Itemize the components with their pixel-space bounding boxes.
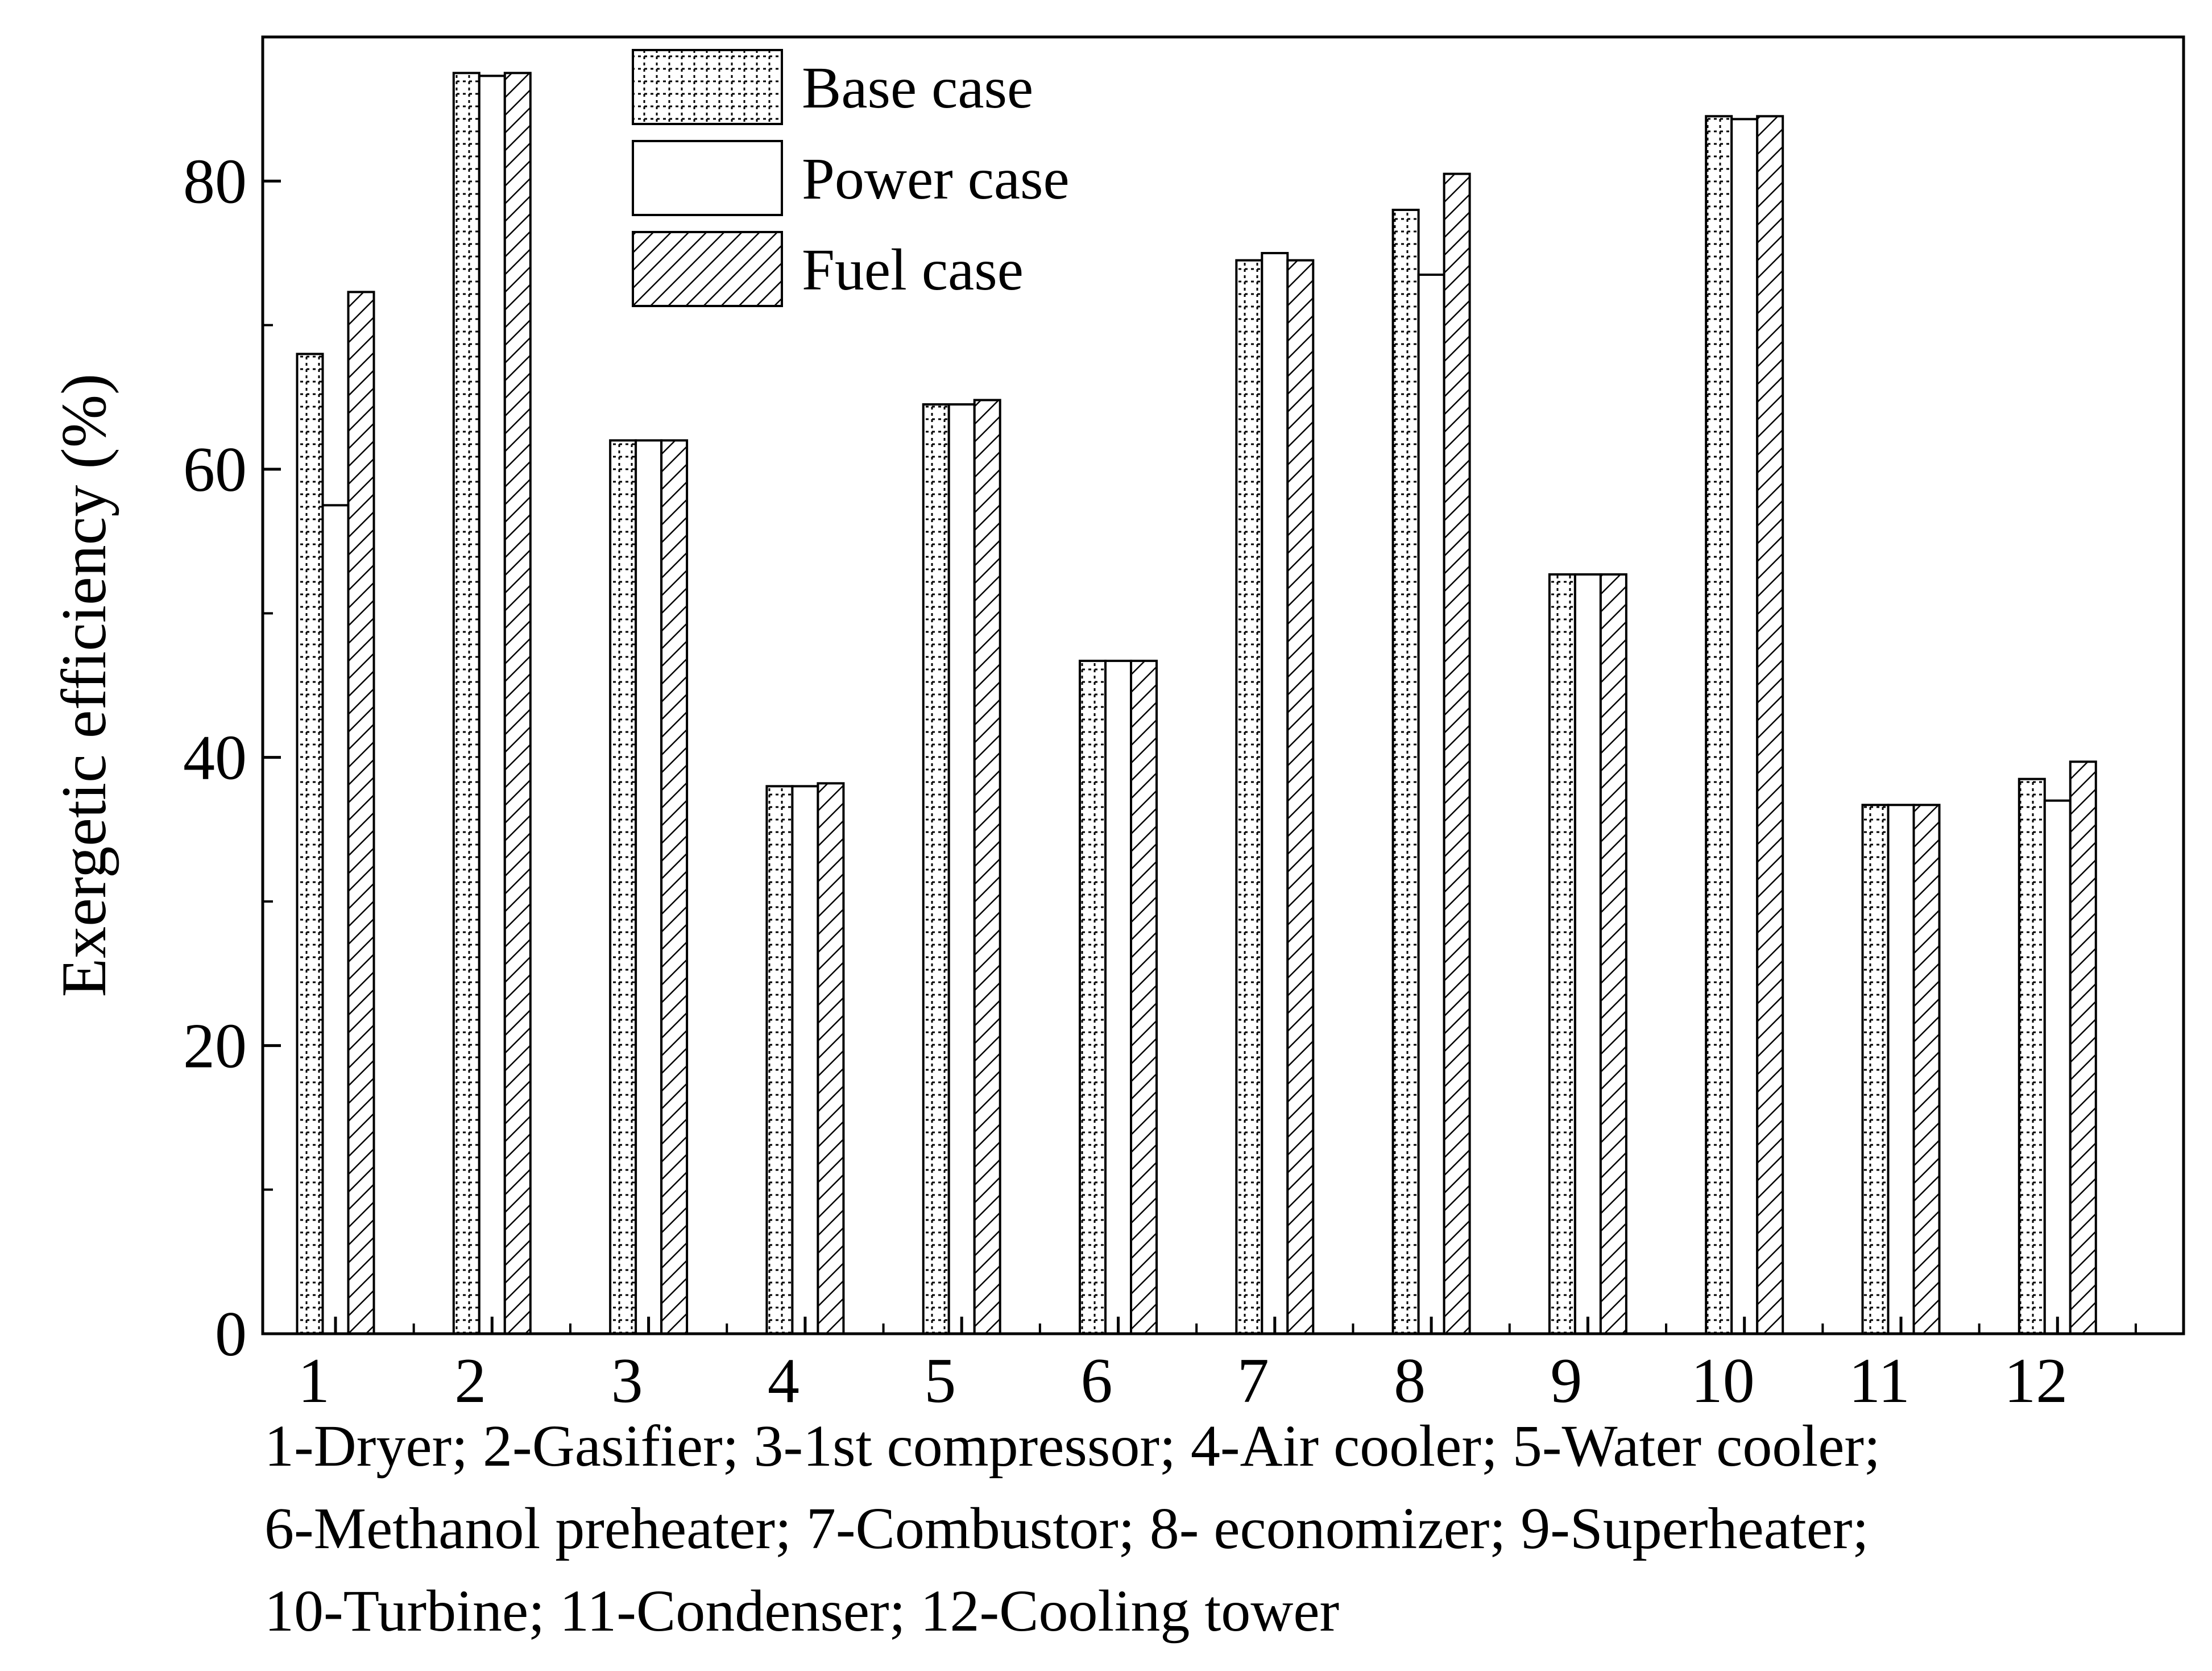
x-tick-label: 5 (924, 1346, 956, 1416)
x-tick-label: 4 (768, 1346, 800, 1416)
bar-fuel-case-7 (1286, 259, 1315, 1335)
bar-fuel-case-10 (1756, 115, 1784, 1335)
caption-line: 10-Turbine; 11-Condenser; 12-Cooling tow… (264, 1578, 1340, 1644)
bar-base-case-2 (452, 72, 480, 1335)
legend-label: Fuel case (802, 237, 1024, 303)
bar-power-case-12 (2043, 799, 2072, 1335)
bar-power-case-2 (478, 75, 506, 1335)
x-tick-label: 10 (1691, 1346, 1755, 1416)
x-tick-label: 6 (1081, 1346, 1113, 1416)
y-axis-label: Exergetic efficiency (%) (49, 374, 119, 998)
bar-power-case-11 (1887, 804, 1915, 1335)
legend-swatch (632, 231, 783, 307)
bar-power-case-5 (947, 403, 976, 1335)
bar-fuel-case-8 (1443, 172, 1471, 1335)
plot-frame (261, 35, 2185, 1335)
bar-base-case-4 (765, 785, 794, 1335)
bar-base-case-9 (1548, 573, 1576, 1335)
x-tick-label: 9 (1550, 1346, 1582, 1416)
bar-power-case-4 (791, 785, 819, 1335)
x-tick-label: 7 (1237, 1346, 1269, 1416)
caption: 1-Dryer; 2-Gasifier; 3-1st compressor; 4… (264, 1405, 1880, 1652)
bar-base-case-12 (2018, 777, 2046, 1335)
legend-label: Power case (802, 146, 1070, 212)
x-tick-label: 2 (454, 1346, 486, 1416)
bar-fuel-case-9 (1599, 573, 1627, 1335)
bar-fuel-case-12 (2069, 760, 2097, 1335)
legend-label: Base case (802, 55, 1033, 121)
bar-base-case-8 (1391, 209, 1420, 1335)
bar-power-case-9 (1573, 573, 1602, 1335)
bar-fuel-case-3 (660, 439, 689, 1335)
bar-base-case-11 (1861, 804, 1890, 1335)
legend-swatch (632, 140, 783, 216)
legend-swatch (632, 49, 783, 125)
caption-line: 6-Methanol preheater; 7-Combustor; 8- ec… (264, 1496, 1869, 1561)
bar-fuel-case-11 (1912, 804, 1941, 1335)
y-tick-label: 0 (215, 1299, 247, 1370)
x-tick-label: 12 (2004, 1346, 2068, 1416)
bar-base-case-5 (922, 403, 950, 1335)
x-tick-label: 3 (611, 1346, 643, 1416)
y-tick-label: 80 (183, 146, 247, 217)
bar-fuel-case-4 (817, 782, 845, 1335)
bar-power-case-3 (635, 439, 663, 1335)
bar-base-case-7 (1235, 259, 1264, 1335)
bar-power-case-8 (1417, 274, 1445, 1335)
bar-power-case-1 (321, 504, 350, 1335)
bar-base-case-1 (296, 353, 324, 1335)
bar-fuel-case-2 (503, 72, 532, 1335)
bar-power-case-6 (1104, 659, 1132, 1335)
bar-base-case-3 (609, 439, 637, 1335)
bar-power-case-7 (1261, 252, 1289, 1335)
bar-fuel-case-5 (973, 399, 1001, 1335)
x-tick-label: 1 (298, 1346, 330, 1416)
bar-base-case-6 (1079, 659, 1107, 1335)
x-tick-label: 11 (1849, 1346, 1910, 1416)
bar-fuel-case-6 (1130, 659, 1158, 1335)
bar-base-case-10 (1705, 115, 1733, 1335)
x-tick-label: 8 (1394, 1346, 1426, 1416)
caption-line: 1-Dryer; 2-Gasifier; 3-1st compressor; 4… (264, 1413, 1880, 1479)
y-tick-label: 60 (183, 435, 247, 505)
y-tick-label: 40 (183, 723, 247, 793)
bar-fuel-case-1 (347, 291, 375, 1335)
y-tick-label: 20 (183, 1011, 247, 1081)
bar-power-case-10 (1730, 118, 1759, 1335)
